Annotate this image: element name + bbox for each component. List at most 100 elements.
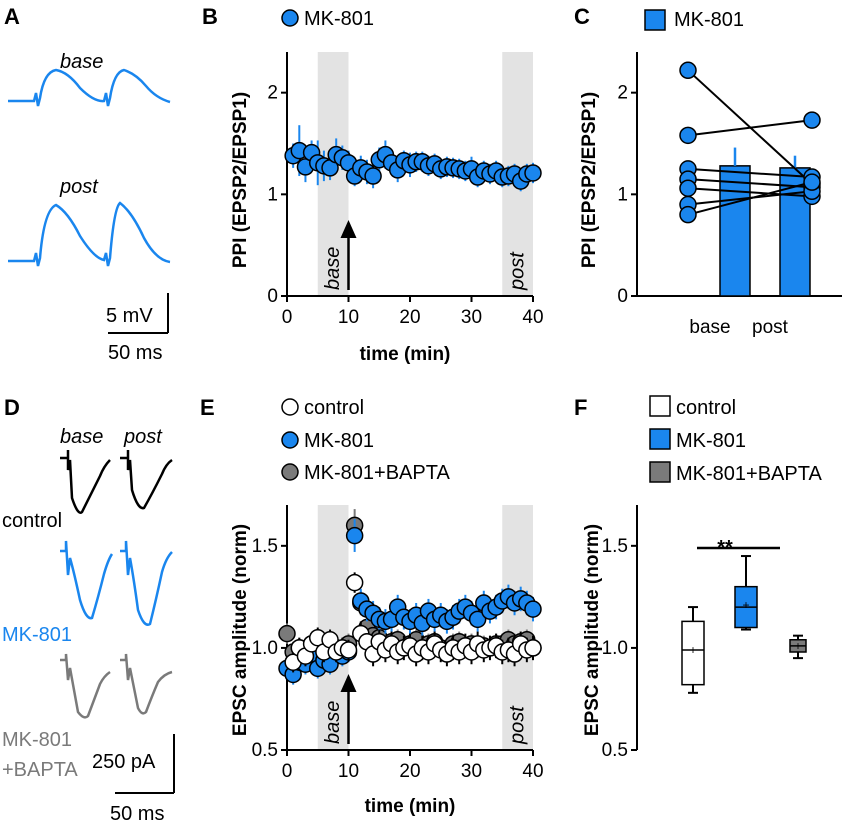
panel-f-mean-marker-control: + [689,643,696,657]
panel-e-legend-label-control: control [304,397,364,419]
panel-e-x-tick-label: 0 [282,761,293,782]
panel-f-legend-label-mk801: MK-801 [676,430,746,452]
panel-e-x-tick-label: 20 [399,761,420,782]
panel-b-y-tick-label: 1 [267,184,278,205]
panel-d-control-base-trace [60,450,111,514]
panel-c-label: C [574,4,590,29]
panel-a-base-label: base [60,51,103,73]
panel-e-shade-post [502,505,533,750]
panel-d-mk801-post-trace [120,540,173,626]
panel-e-data-point [278,624,296,643]
panel-e-legend-marker-mk801 [281,431,299,449]
panel-c-data-point [803,111,821,129]
panel-a-post-trace [8,201,171,267]
panel-c-data-point [679,126,697,145]
panel-c-x-tick-label-post: post [752,317,789,338]
panel-d-mk801-label: MK-801 [2,624,72,646]
panel-e-y-tick-label: 1.5 [252,536,278,557]
panel-b-data-point [364,167,382,185]
panel-b-x-tick-label: 0 [282,307,293,328]
panel-e-data-point [524,639,542,657]
panel-d: D base post control MK-801 MK-801 +BAPTA… [2,395,175,825]
panel-c-paired-line [687,181,813,216]
panel-b-arrow-icon [340,220,357,238]
panel-e-y-tick-label: 1.0 [252,638,278,659]
panel-a-post-label: post [59,176,99,198]
panel-c-legend-label: MK-801 [674,9,744,31]
panel-c-data-point [679,61,697,80]
panel-b-shade-label-post: post [507,251,529,291]
panel-a-scale-v-label: 5 mV [106,305,153,327]
panel-e-x-tick-label: 40 [522,761,543,782]
panel-c-paired-line [687,167,813,179]
panel-d-control-post-trace [120,450,173,510]
panel-d-bapta-label-1: MK-801 [2,729,72,751]
panel-f-y-tick-label: 1.5 [602,536,628,557]
panel-e-shade-base [317,505,349,750]
panel-b-legend-marker [281,9,299,27]
panel-d-bapta-post-trace [120,653,173,715]
panel-c-y-axis-label: PPI (EPSP2/EPSP1) [579,92,600,268]
panel-f-significance-label: ** [717,537,733,559]
panel-d-mk801-base-trace [60,540,114,620]
panel-c-bar-base [719,165,751,297]
panel-a-label: A [4,4,20,29]
panel-e-legend-marker-bapta [281,463,299,481]
panel-e-data-point [345,526,364,545]
panel-a-base-trace [8,68,171,107]
panel-b-x-tick-label: 30 [461,307,482,328]
panel-b-x-tick-label: 40 [522,307,543,328]
panel-f-mean-marker-mk-801-bapta: + [794,639,801,653]
panel-e-y-axis-label: EPSC amplitude (norm) [230,524,251,736]
panel-f-label: F [574,395,587,420]
panel-e-arrow-icon [340,674,357,692]
panel-e-legend-marker-control [281,398,299,416]
panel-f-legend-marker-bapta [649,461,671,483]
panel-c-paired-line [687,119,813,137]
panel-c-legend-marker [644,9,666,31]
panel-f: F control MK-801 MK-801+BAPTA EPSC ampli… [574,395,822,761]
panel-e-data-point [524,600,542,618]
panel-f-y-tick-label: 1.0 [602,638,628,659]
panel-a: A base post 5 mV 50 ms [4,4,171,364]
panel-c-data-point [679,179,697,197]
panel-e-shade-label-base: base [322,701,344,744]
panel-f-y-tick-label: 0.5 [602,740,628,761]
panel-f-box-control [681,620,705,686]
panel-e-data-point [339,641,358,659]
panel-e-data-point [468,610,487,629]
panel-c-y-tick-label: 2 [617,83,628,104]
panel-e: E control MK-801 MK-801+BAPTA EPSC ampli… [200,395,544,817]
panel-d-label: D [4,395,20,420]
panel-c-y-tick-label: 0 [617,286,628,307]
panel-b-x-tick-label: 10 [338,307,359,328]
panel-b-series-mk-801 [284,125,542,192]
panel-e-x-tick-label: 30 [461,761,482,782]
panel-c-paired-line [687,187,813,198]
panel-b: B MK-801 PPI (EPSP2/EPSP1) time (min) ba… [202,4,544,365]
panel-d-bapta-label-2: +BAPTA [2,759,78,781]
panel-d-bapta-base-trace [60,653,111,719]
panel-f-legend-label-control: control [676,397,736,419]
panel-e-series-control [284,572,542,673]
panel-b-y-tick-label: 2 [267,83,278,104]
panel-a-scale-t-label: 50 ms [108,342,162,364]
panel-b-data-point [524,164,542,182]
panel-d-base-label: base [60,426,103,448]
panel-e-shade-label-post: post [507,705,529,745]
panel-f-y-axis-label: EPSC amplitude (norm) [582,524,603,736]
panel-b-y-axis-label: PPI (EPSP2/EPSP1) [230,92,251,268]
panel-b-x-axis-label: time (min) [360,344,451,365]
panel-e-label: E [200,395,215,420]
panel-f-legend-marker-mk801 [649,428,671,450]
panel-b-y-tick-label: 0 [267,286,278,307]
panel-e-x-tick-label: 10 [338,761,359,782]
panel-b-legend-label: MK-801 [304,8,374,30]
panel-d-scale-i-label: 250 pA [92,751,156,773]
panel-c-x-tick-label-base: base [689,317,730,338]
panel-c: C MK-801 PPI (EPSP2/EPSP1) 0 1 2 base post [574,4,842,338]
panel-c-data-point [679,205,697,224]
panel-c-data-point [803,173,821,191]
panel-b-label: B [202,4,218,29]
